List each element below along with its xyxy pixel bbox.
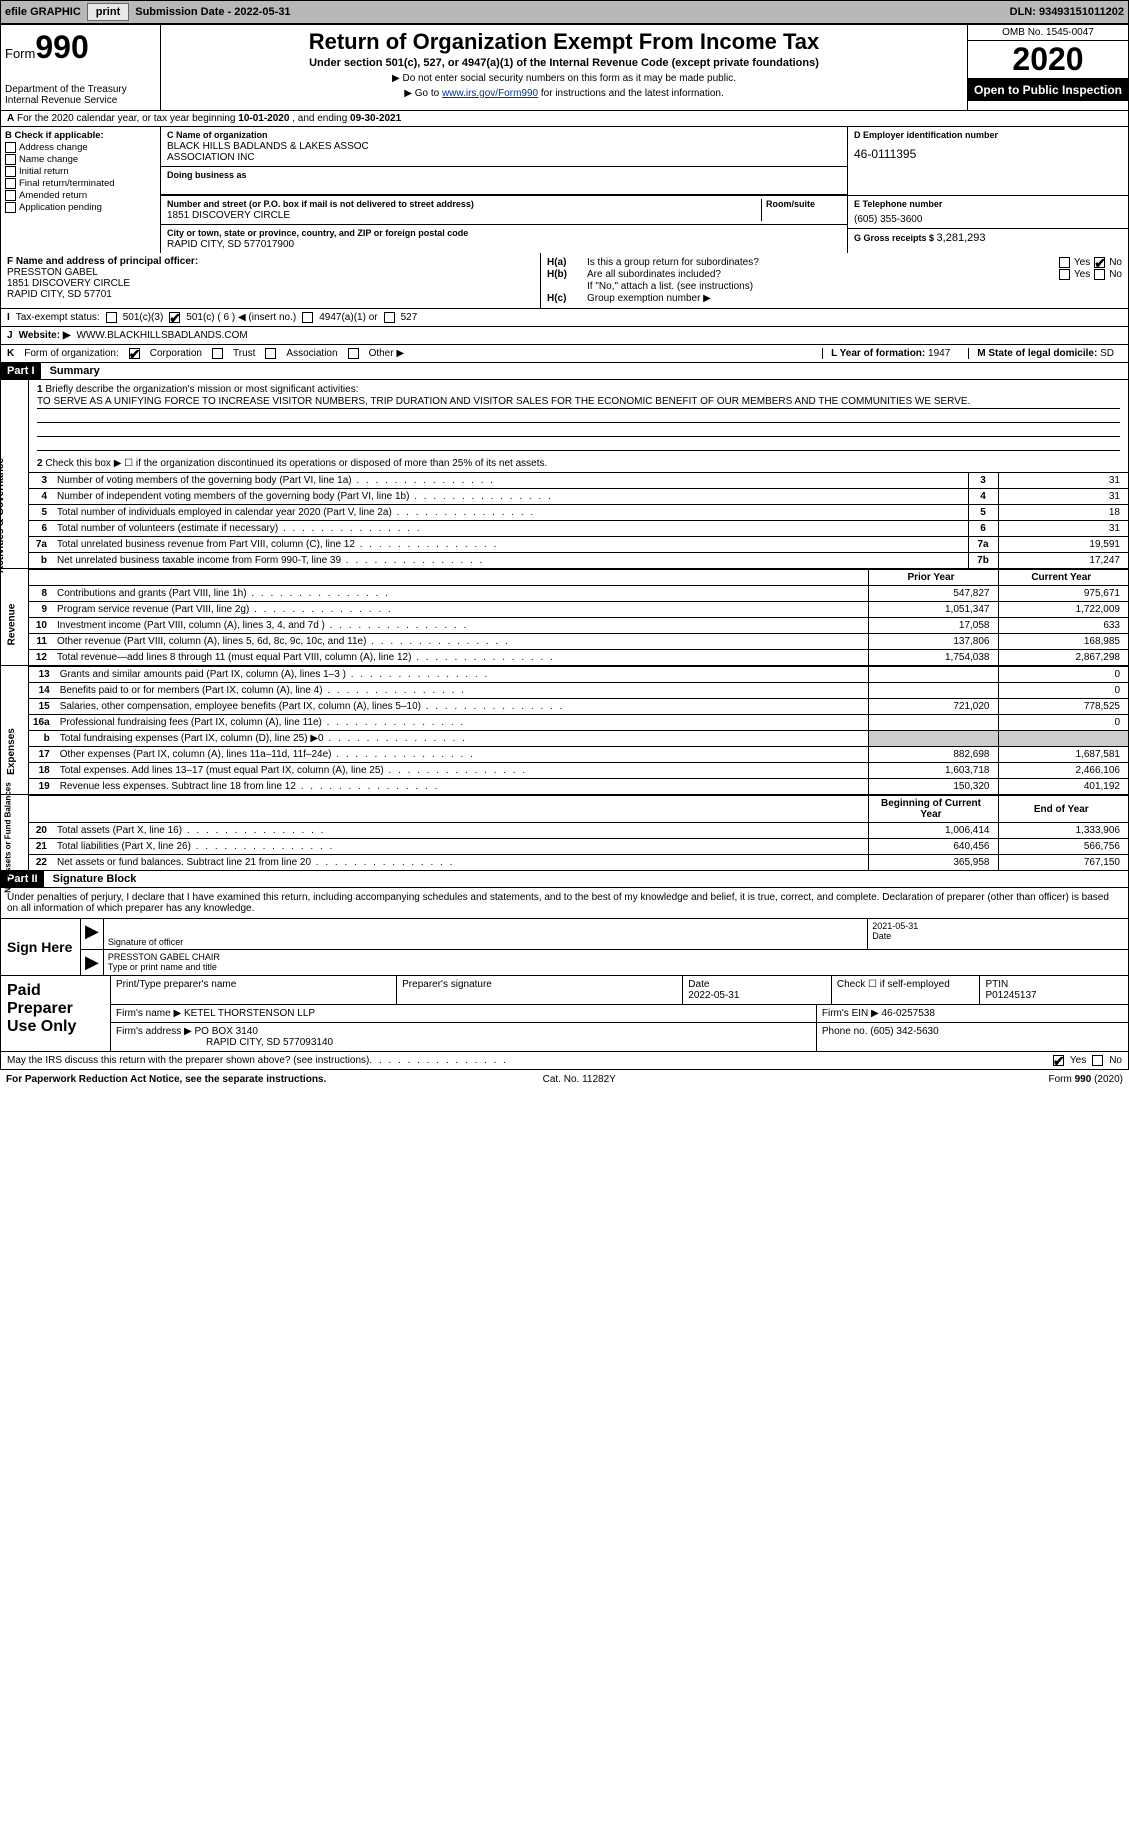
discuss-row: May the IRS discuss this return with the… (0, 1052, 1129, 1070)
chk-527[interactable] (384, 312, 395, 323)
telephone: (605) 355-3600 (854, 213, 1122, 225)
firm-name: KETEL THORSTENSON LLP (184, 1008, 315, 1019)
form-instruction-2: ▶ Go to www.irs.gov/Form990 for instruct… (169, 88, 959, 99)
section-j: J Website: ▶ WWW.BLACKHILLSBADLANDS.COM (0, 327, 1129, 345)
section-f-h: F Name and address of principal officer:… (0, 253, 1129, 309)
form-designation: Form990 Department of the Treasury Inter… (1, 25, 161, 110)
part-1-body: Activities & Governance 1 Briefly descri… (0, 380, 1129, 569)
discuss-no[interactable] (1092, 1055, 1103, 1066)
tax-year-range: A For the 2020 calendar year, or tax yea… (0, 111, 1129, 127)
tax-year: 2020 (968, 41, 1128, 79)
section-d: D Employer identification number 46-0111… (848, 127, 1128, 196)
chk-other[interactable] (348, 348, 359, 359)
chk-4947[interactable] (302, 312, 313, 323)
officer-name: PRESSTON GABEL (7, 267, 534, 278)
vtab-governance: Activities & Governance (1, 380, 29, 568)
part-2-header: Part II Signature Block (0, 871, 1129, 888)
expenses-section: Expenses 13Grants and similar amounts pa… (0, 666, 1129, 795)
signature-block: Under penalties of perjury, I declare th… (0, 888, 1129, 1052)
officer-print-name: PRESSTON GABEL CHAIR (108, 952, 1124, 962)
firm-ein: 46-0257538 (882, 1008, 935, 1019)
paid-preparer-block: Paid Preparer Use Only Print/Type prepar… (1, 975, 1128, 1051)
perjury-declaration: Under penalties of perjury, I declare th… (1, 888, 1128, 918)
omb-number: OMB No. 1545-0047 (968, 25, 1128, 41)
sign-here-label: Sign Here (1, 919, 81, 975)
net-assets-section: Net Assets or Fund Balances Beginning of… (0, 795, 1129, 871)
chk-address-change[interactable]: Address change (5, 142, 156, 153)
net-assets-table: Beginning of Current YearEnd of Year 20T… (29, 795, 1128, 870)
form-title: Return of Organization Exempt From Incom… (169, 29, 959, 55)
signature-arrow-icon: ▶ (81, 919, 103, 949)
chk-name-change[interactable]: Name change (5, 154, 156, 165)
form990-link[interactable]: www.irs.gov/Form990 (442, 88, 538, 99)
chk-501c3[interactable] (106, 312, 117, 323)
print-button[interactable]: print (87, 3, 129, 21)
org-street: 1851 DISCOVERY CIRCLE (167, 209, 761, 221)
form-subtitle: Under section 501(c), 527, or 4947(a)(1)… (169, 57, 959, 69)
section-f: F Name and address of principal officer:… (1, 253, 541, 308)
ptin: P01245137 (985, 990, 1036, 1001)
ha-no[interactable] (1094, 257, 1105, 268)
part-1-header: Part I Summary (0, 363, 1129, 380)
chk-application-pending[interactable]: Application pending (5, 202, 156, 213)
line-2: 2 Check this box ▶ ☐ if the organization… (29, 455, 1128, 472)
mission-text: TO SERVE AS A UNIFYING FORCE TO INCREASE… (37, 395, 1120, 409)
chk-association[interactable] (265, 348, 276, 359)
hb-yes[interactable] (1059, 269, 1070, 280)
efile-label: efile GRAPHIC (5, 6, 81, 18)
form-instruction-1: ▶ Do not enter social security numbers o… (169, 73, 959, 84)
chk-amended-return[interactable]: Amended return (5, 190, 156, 201)
chk-initial-return[interactable]: Initial return (5, 166, 156, 177)
form-year-block: OMB No. 1545-0047 2020 Open to Public In… (968, 25, 1128, 110)
ein: 46-0111395 (854, 146, 1122, 161)
chk-corporation[interactable] (129, 348, 140, 359)
dln: DLN: 93493151011202 (1010, 6, 1124, 18)
year-formation: 1947 (928, 348, 950, 359)
identity-grid: B Check if applicable: Address change Na… (0, 127, 1129, 253)
preparer-date: 2022-05-31 (688, 990, 739, 1001)
governance-table: 3Number of voting members of the governi… (29, 472, 1128, 568)
hb-no[interactable] (1094, 269, 1105, 280)
state-domicile: SD (1100, 348, 1114, 359)
signature-arrow-icon: ▶ (81, 950, 103, 975)
cat-no: Cat. No. 11282Y (543, 1074, 616, 1085)
section-k: K Form of organization: Corporation Trus… (0, 345, 1129, 363)
chk-final-return[interactable]: Final return/terminated (5, 178, 156, 189)
form-ref: Form 990 (2020) (1049, 1074, 1123, 1085)
revenue-table: Prior YearCurrent Year 8Contributions an… (29, 569, 1128, 665)
chk-501c[interactable] (169, 312, 180, 323)
section-b: B Check if applicable: Address change Na… (1, 127, 161, 253)
gross-receipts: 3,281,293 (937, 232, 986, 244)
firm-address: PO BOX 3140 (195, 1026, 258, 1037)
form-title-block: Return of Organization Exempt From Incom… (161, 25, 968, 110)
section-i: I Tax-exempt status: 501(c)(3) 501(c) ( … (0, 309, 1129, 327)
section-e: E Telephone number (605) 355-3600 (848, 196, 1128, 229)
discuss-yes[interactable] (1053, 1055, 1064, 1066)
form-header: Form990 Department of the Treasury Inter… (0, 24, 1129, 111)
chk-trust[interactable] (212, 348, 223, 359)
officer-sig-date: 2021-05-31 (872, 921, 1124, 931)
mission-block: 1 Briefly describe the organization's mi… (29, 380, 1128, 455)
firm-phone: (605) 342-5630 (870, 1026, 938, 1037)
open-to-public: Open to Public Inspection (968, 79, 1128, 101)
website: WWW.BLACKHILLSBADLANDS.COM (77, 330, 248, 341)
revenue-section: Revenue Prior YearCurrent Year 8Contribu… (0, 569, 1129, 666)
section-c-through-g: C Name of organization BLACK HILLS BADLA… (161, 127, 1128, 253)
ha-yes[interactable] (1059, 257, 1070, 268)
efile-header: efile GRAPHIC print Submission Date - 20… (0, 0, 1129, 24)
page-footer: For Paperwork Reduction Act Notice, see … (0, 1070, 1129, 1089)
section-g: G Gross receipts $ 3,281,293 (848, 229, 1128, 247)
section-h: H(a) Is this a group return for subordin… (541, 253, 1128, 308)
org-name: BLACK HILLS BADLANDS & LAKES ASSOC ASSOC… (167, 140, 841, 163)
org-city: RAPID CITY, SD 577017900 (167, 238, 841, 250)
submission-date-label: Submission Date - 2022-05-31 (135, 6, 290, 18)
expenses-table: 13Grants and similar amounts paid (Part … (29, 666, 1128, 794)
